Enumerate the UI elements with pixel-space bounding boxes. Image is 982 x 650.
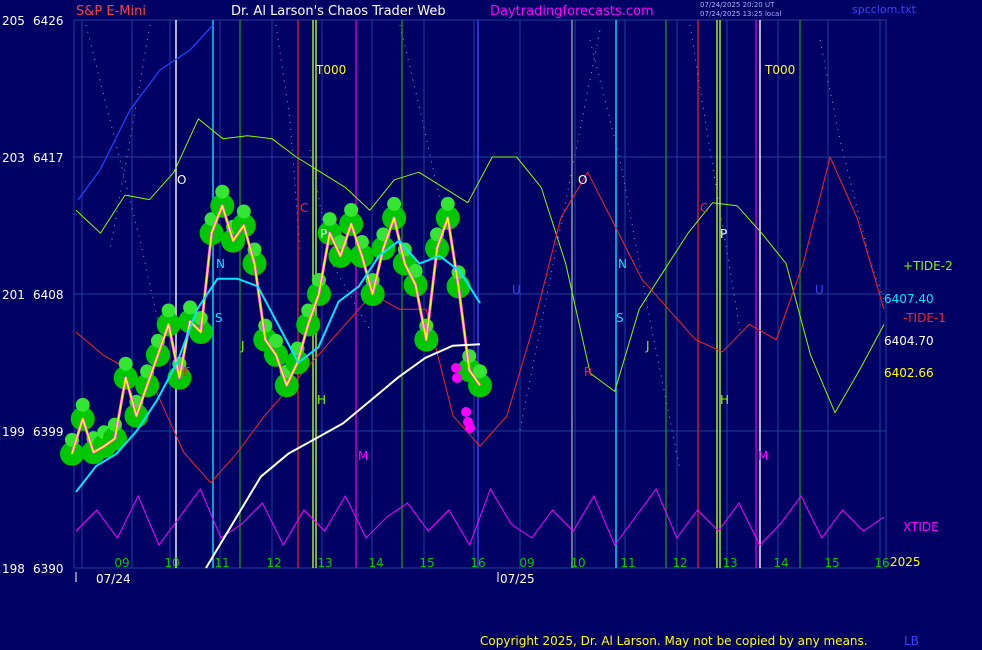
x-hour-label: 10 xyxy=(570,556,585,570)
event-marker-u: U xyxy=(815,283,824,297)
tide-minus1-line xyxy=(75,156,885,484)
price-end-dot xyxy=(451,363,461,373)
x-hour-label: 16 xyxy=(470,556,485,570)
event-marker-t000: T000 xyxy=(764,63,795,77)
event-marker-m: M xyxy=(758,449,768,463)
event-marker-e: E xyxy=(183,365,191,379)
cycle-dotted-envelope xyxy=(689,24,741,331)
chart-title: Dr. Al Larson's Chaos Trader Web xyxy=(231,4,446,19)
price-glow-dot xyxy=(473,364,487,379)
event-marker-h: H xyxy=(317,393,326,407)
x-hour-label: 12 xyxy=(266,556,281,570)
right-value-label: +TIDE-2 xyxy=(903,259,953,273)
x-date-label: 07/24 xyxy=(96,572,131,586)
instrument-title: S&P E-Mini xyxy=(76,4,146,19)
y-tick-code: 198 xyxy=(2,562,25,576)
tide-plus2-line xyxy=(75,118,885,414)
right-value-label: 6404.70 xyxy=(884,334,934,348)
price-glow-dot xyxy=(344,202,359,217)
event-marker-n: N xyxy=(618,257,627,271)
price-glow-dot xyxy=(269,333,283,348)
y-tick-code: 199 xyxy=(2,425,25,439)
cycle-dotted-envelope xyxy=(275,24,301,251)
event-marker-j: J xyxy=(645,339,650,353)
event-marker-m: M xyxy=(358,449,368,463)
event-marker-n: N xyxy=(216,257,225,271)
price-glow-dot xyxy=(118,356,133,371)
forecast-line-blue xyxy=(77,24,214,201)
x-hour-label: 09 xyxy=(114,556,129,570)
corner-tag: LB xyxy=(904,634,919,648)
x-hour-label: 14 xyxy=(773,556,788,570)
event-marker-o: O xyxy=(578,173,587,187)
event-marker-p: P xyxy=(320,227,327,241)
right-value-label: 6402.66 xyxy=(884,366,934,380)
year-label: 2025 xyxy=(890,555,921,569)
price-glow-dot xyxy=(322,212,337,227)
right-value-label: 6407.40 xyxy=(884,292,934,306)
event-marker-c: C xyxy=(300,201,308,215)
x-hour-label: 13 xyxy=(317,556,332,570)
cycle-dotted-envelope xyxy=(819,39,885,301)
right-value-label: -TIDE-1 xyxy=(903,311,946,325)
y-tick-code: 201 xyxy=(2,288,25,302)
x-hour-label: 09 xyxy=(519,556,534,570)
price-glow-dot xyxy=(75,397,90,412)
price-glow-dot xyxy=(107,417,122,432)
x-hour-label: 11 xyxy=(214,556,229,570)
right-value-label: XTIDE xyxy=(903,520,939,534)
xtide-line xyxy=(75,487,885,547)
price-glow-dot xyxy=(408,263,423,278)
price-line xyxy=(71,204,481,455)
x-hour-label: 15 xyxy=(419,556,434,570)
price-glow-dot xyxy=(311,273,326,287)
event-marker-c: C xyxy=(700,201,708,215)
event-marker-s: S xyxy=(215,311,223,325)
event-marker-h: H xyxy=(720,393,729,407)
event-marker-s: S xyxy=(616,311,624,325)
y-tick-price: 6426 xyxy=(33,14,64,28)
ma-fast-line xyxy=(75,239,481,493)
y-tick-code: 203 xyxy=(2,151,25,165)
price-glow-dot xyxy=(183,300,198,315)
price-glow-dot xyxy=(60,441,84,466)
y-tick-code: 205 xyxy=(2,14,25,28)
event-marker-r: R xyxy=(584,365,592,379)
y-tick-price: 6417 xyxy=(33,151,64,165)
y-tick-price: 6390 xyxy=(33,562,64,576)
x-hour-label: 15 xyxy=(824,556,839,570)
cycle-dotted-envelope xyxy=(399,24,441,201)
x-hour-label: 10 xyxy=(164,556,179,570)
price-glow-dot xyxy=(236,204,251,219)
cycle-dotted-envelope xyxy=(519,29,601,431)
price-glow-dot xyxy=(161,303,176,318)
x-date-label: 07/25 xyxy=(500,572,535,586)
x-hour-label: 16 xyxy=(874,556,889,570)
price-end-dot xyxy=(452,373,462,383)
event-marker-p: P xyxy=(720,227,727,241)
event-marker-t000: T000 xyxy=(315,63,346,77)
x-hour-label: 14 xyxy=(368,556,383,570)
x-hour-label: 11 xyxy=(620,556,635,570)
price-glow-dot xyxy=(215,184,230,199)
y-tick-price: 6399 xyxy=(33,425,64,439)
event-marker-j: J xyxy=(240,339,245,353)
price-end-dot xyxy=(461,407,471,417)
x-hour-label: 12 xyxy=(672,556,687,570)
timestamp-local: 07/24/2025 13:25 local xyxy=(700,10,782,18)
price-end-dot xyxy=(465,423,475,433)
y-tick-price: 6408 xyxy=(33,288,64,302)
timestamp-ut: 07/24/2025 20:20 UT xyxy=(700,1,775,9)
ma-slow-line xyxy=(205,343,481,569)
price-glow-dot xyxy=(387,196,402,211)
x-hour-label: 13 xyxy=(722,556,737,570)
copyright-notice: Copyright 2025, Dr. Al Larson. May not b… xyxy=(480,634,868,648)
event-marker-u: U xyxy=(512,283,521,297)
site-link[interactable]: Daytradingforecasts.com xyxy=(490,4,654,19)
price-glow-dot xyxy=(440,196,455,211)
event-marker-o: O xyxy=(177,173,186,187)
data-file-name: spcclom.txt xyxy=(852,3,916,16)
